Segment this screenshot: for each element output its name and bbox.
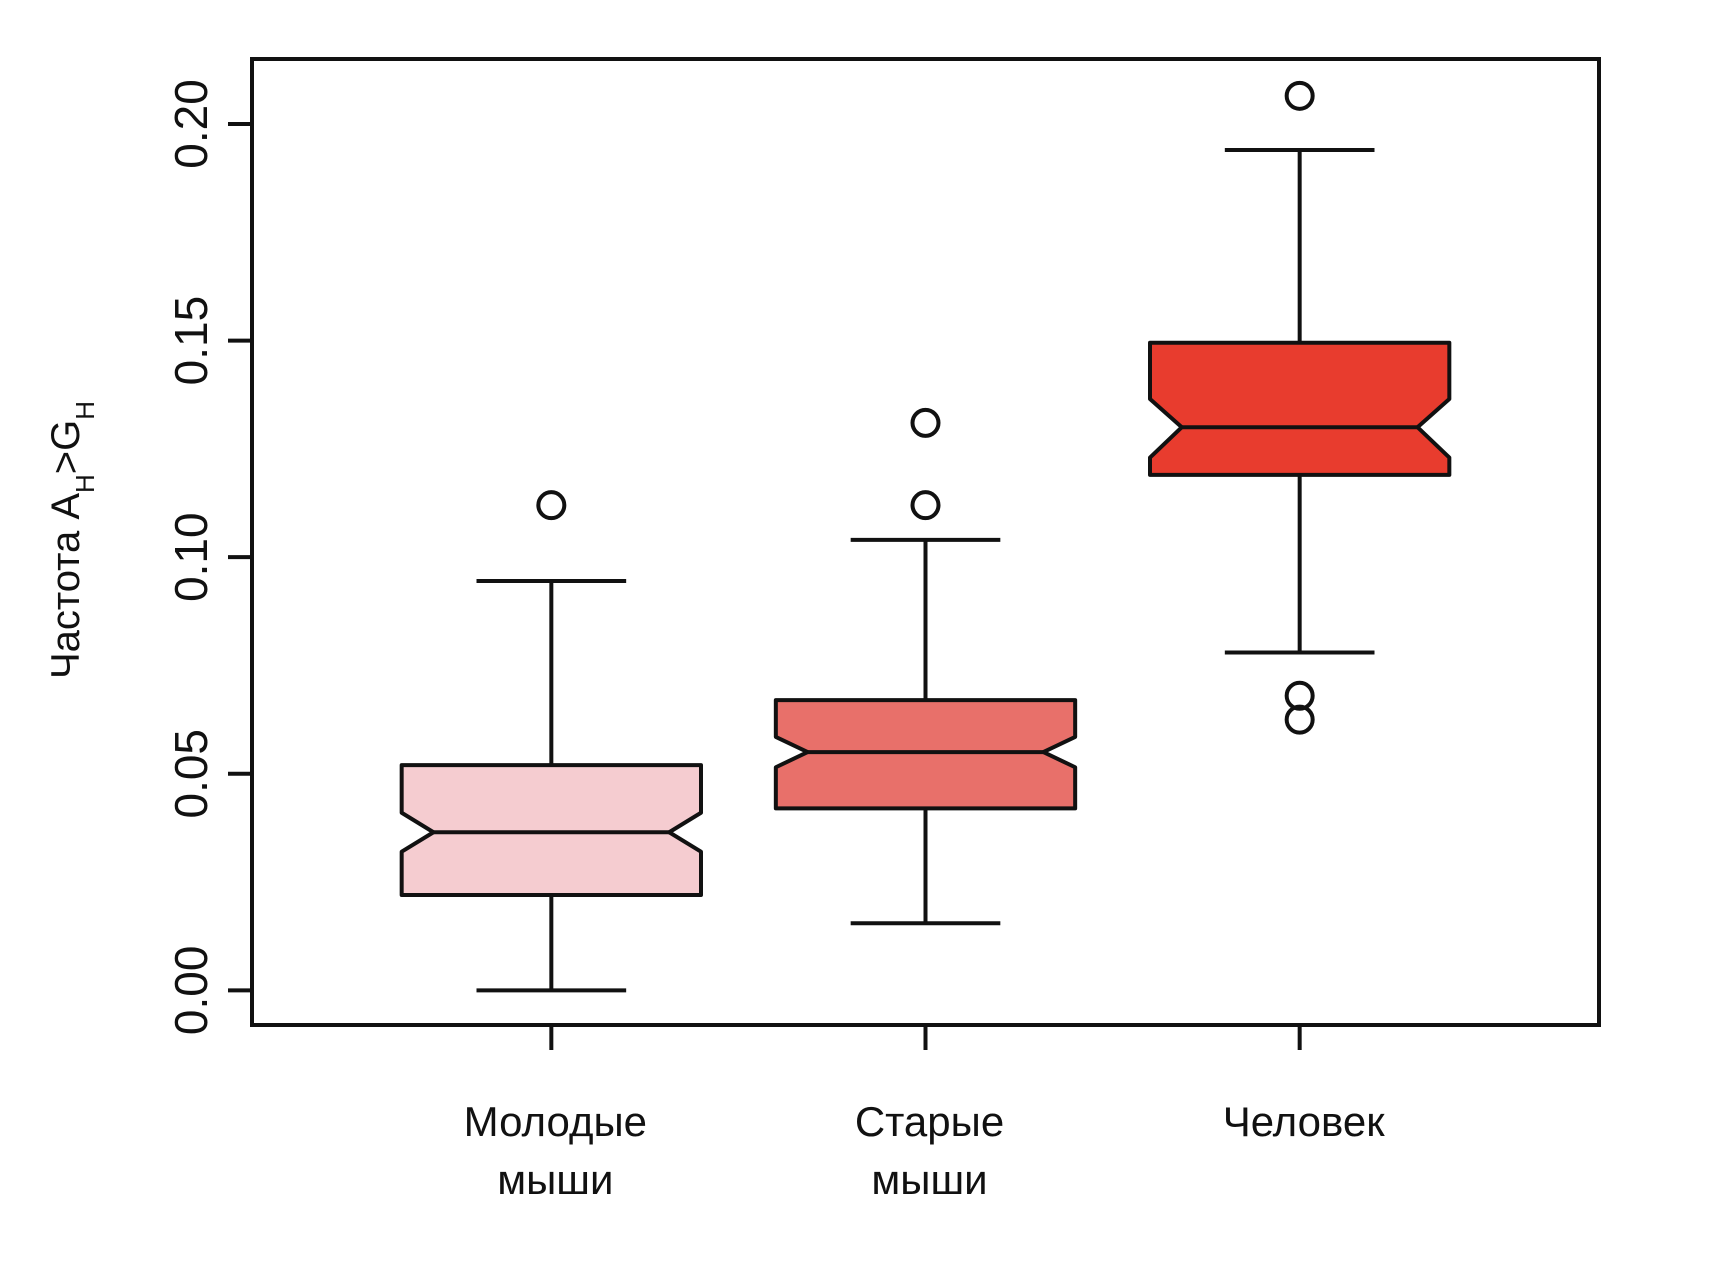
y-axis-title-subscript: H — [70, 474, 100, 493]
x-category-label-line: Старые — [855, 1098, 1004, 1145]
outlier-point — [1284, 80, 1315, 111]
x-category-label-line: мыши — [871, 1156, 987, 1203]
y-axis-title-subscript: H — [70, 401, 100, 420]
outlier-point — [1284, 680, 1315, 711]
x-category-label: Человек — [1223, 1098, 1385, 1145]
outlier-point — [536, 490, 567, 521]
box — [1148, 340, 1452, 477]
box-group — [399, 80, 1452, 993]
y-axis-title-group: Частота AH>GH — [44, 401, 100, 679]
y-axis-title-part: Частота A — [44, 493, 88, 679]
x-category-label-line: Молодые — [464, 1098, 647, 1145]
x-category-label: Старые мыши — [855, 1098, 1004, 1203]
y-tick-label: 0.15 — [165, 296, 217, 386]
x-category-label-line: мыши — [497, 1156, 613, 1203]
x-category-label-line: Человек — [1223, 1098, 1385, 1145]
y-axis-title-part: >G — [44, 420, 88, 474]
y-axis: 0.00 0.05 0.10 0.15 0.20 — [165, 79, 252, 1035]
outlier-point — [910, 407, 941, 438]
y-tick-label: 0.00 — [165, 946, 217, 1036]
y-tick-label: 0.05 — [165, 729, 217, 819]
y-tick-label: 0.10 — [165, 512, 217, 602]
outlier-point — [910, 490, 941, 521]
box — [399, 763, 703, 898]
y-axis-title: Частота AH>GH — [44, 401, 100, 679]
x-category-label: Молодые мыши — [464, 1098, 647, 1203]
y-tick-label: 0.20 — [165, 79, 217, 169]
x-axis: Молодые мыши Старые мыши Человек — [464, 1025, 1385, 1203]
box — [773, 698, 1078, 811]
outlier-point — [1284, 704, 1315, 735]
